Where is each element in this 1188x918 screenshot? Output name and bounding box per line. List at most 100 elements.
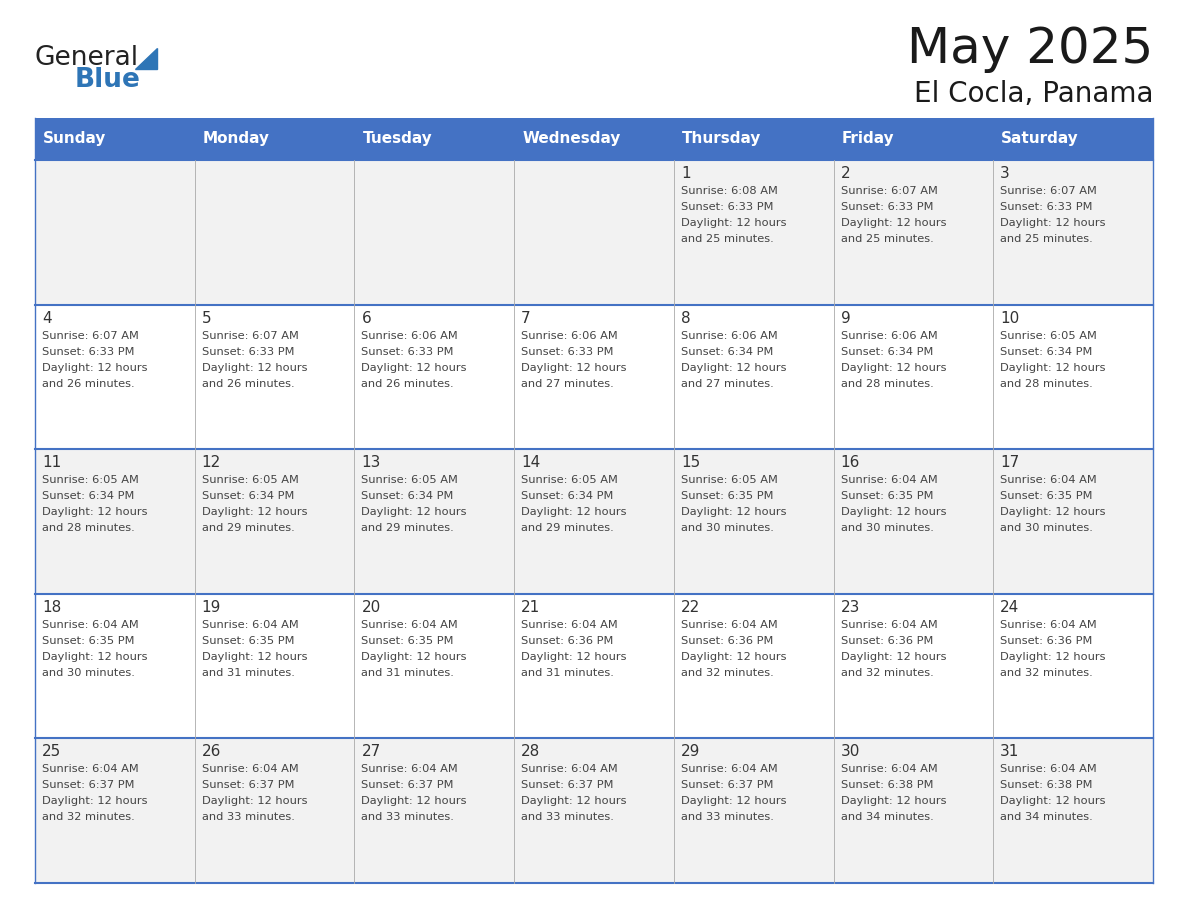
Text: Sunset: 6:35 PM: Sunset: 6:35 PM: [841, 491, 933, 501]
Bar: [34, 118, 195, 160]
Text: Daylight: 12 hours: Daylight: 12 hours: [1000, 797, 1106, 806]
Text: and 26 minutes.: and 26 minutes.: [202, 378, 295, 388]
Text: Sunrise: 6:06 AM: Sunrise: 6:06 AM: [841, 330, 937, 341]
Bar: [34, 305, 1154, 449]
Text: Wednesday: Wednesday: [523, 131, 620, 147]
Text: Sunset: 6:38 PM: Sunset: 6:38 PM: [841, 780, 933, 790]
Bar: [674, 118, 834, 160]
Text: Sunset: 6:36 PM: Sunset: 6:36 PM: [522, 636, 613, 645]
Text: Daylight: 12 hours: Daylight: 12 hours: [202, 363, 308, 373]
Text: 13: 13: [361, 455, 381, 470]
Text: and 33 minutes.: and 33 minutes.: [202, 812, 295, 823]
Text: Sunrise: 6:06 AM: Sunrise: 6:06 AM: [361, 330, 459, 341]
Text: 30: 30: [841, 744, 860, 759]
Text: Sunrise: 6:04 AM: Sunrise: 6:04 AM: [202, 620, 298, 630]
Text: and 32 minutes.: and 32 minutes.: [681, 667, 773, 677]
Text: 8: 8: [681, 310, 690, 326]
Text: Sunset: 6:35 PM: Sunset: 6:35 PM: [1000, 491, 1093, 501]
Text: Sunset: 6:33 PM: Sunset: 6:33 PM: [202, 347, 295, 356]
Bar: [834, 118, 993, 160]
Text: Daylight: 12 hours: Daylight: 12 hours: [681, 508, 786, 517]
Text: Sunset: 6:33 PM: Sunset: 6:33 PM: [681, 202, 773, 212]
Text: Sunset: 6:37 PM: Sunset: 6:37 PM: [522, 780, 614, 790]
Text: Daylight: 12 hours: Daylight: 12 hours: [361, 363, 467, 373]
Text: and 33 minutes.: and 33 minutes.: [681, 812, 773, 823]
Text: Sunset: 6:33 PM: Sunset: 6:33 PM: [42, 347, 134, 356]
Text: Sunrise: 6:07 AM: Sunrise: 6:07 AM: [42, 330, 139, 341]
Text: 19: 19: [202, 599, 221, 615]
Text: 6: 6: [361, 310, 371, 326]
Text: Sunset: 6:33 PM: Sunset: 6:33 PM: [841, 202, 933, 212]
Text: Sunset: 6:34 PM: Sunset: 6:34 PM: [681, 347, 773, 356]
Text: Sunrise: 6:04 AM: Sunrise: 6:04 AM: [522, 620, 618, 630]
Text: and 28 minutes.: and 28 minutes.: [1000, 378, 1093, 388]
Text: Sunset: 6:37 PM: Sunset: 6:37 PM: [361, 780, 454, 790]
Text: Blue: Blue: [75, 67, 141, 93]
Text: Sunset: 6:34 PM: Sunset: 6:34 PM: [42, 491, 134, 501]
Text: Sunrise: 6:07 AM: Sunrise: 6:07 AM: [1000, 186, 1098, 196]
Text: Daylight: 12 hours: Daylight: 12 hours: [681, 652, 786, 662]
Text: Sunrise: 6:05 AM: Sunrise: 6:05 AM: [681, 476, 778, 486]
Text: 15: 15: [681, 455, 700, 470]
Text: 31: 31: [1000, 744, 1019, 759]
Text: Daylight: 12 hours: Daylight: 12 hours: [42, 652, 147, 662]
Text: Daylight: 12 hours: Daylight: 12 hours: [522, 797, 626, 806]
Text: Daylight: 12 hours: Daylight: 12 hours: [42, 508, 147, 517]
Text: Sunset: 6:34 PM: Sunset: 6:34 PM: [361, 491, 454, 501]
Text: Sunrise: 6:04 AM: Sunrise: 6:04 AM: [1000, 620, 1097, 630]
Text: Daylight: 12 hours: Daylight: 12 hours: [1000, 218, 1106, 228]
Text: and 27 minutes.: and 27 minutes.: [522, 378, 614, 388]
Text: 25: 25: [42, 744, 62, 759]
Text: Sunset: 6:35 PM: Sunset: 6:35 PM: [42, 636, 134, 645]
Text: Sunrise: 6:04 AM: Sunrise: 6:04 AM: [42, 765, 139, 775]
Text: Daylight: 12 hours: Daylight: 12 hours: [841, 797, 946, 806]
Text: and 26 minutes.: and 26 minutes.: [361, 378, 454, 388]
Text: 2: 2: [841, 166, 851, 181]
Text: Sunset: 6:37 PM: Sunset: 6:37 PM: [42, 780, 134, 790]
Text: Sunrise: 6:05 AM: Sunrise: 6:05 AM: [522, 476, 618, 486]
Text: Sunset: 6:34 PM: Sunset: 6:34 PM: [1000, 347, 1093, 356]
Text: Sunset: 6:37 PM: Sunset: 6:37 PM: [681, 780, 773, 790]
Text: Sunrise: 6:05 AM: Sunrise: 6:05 AM: [361, 476, 459, 486]
Text: Monday: Monday: [203, 131, 270, 147]
Text: May 2025: May 2025: [906, 25, 1154, 73]
Text: and 32 minutes.: and 32 minutes.: [1000, 667, 1093, 677]
Text: 23: 23: [841, 599, 860, 615]
Text: Saturday: Saturday: [1001, 131, 1079, 147]
Text: Daylight: 12 hours: Daylight: 12 hours: [522, 508, 626, 517]
Text: and 28 minutes.: and 28 minutes.: [841, 378, 934, 388]
Text: and 32 minutes.: and 32 minutes.: [841, 667, 934, 677]
Text: Daylight: 12 hours: Daylight: 12 hours: [202, 797, 308, 806]
Text: Daylight: 12 hours: Daylight: 12 hours: [202, 652, 308, 662]
Text: and 26 minutes.: and 26 minutes.: [42, 378, 134, 388]
Text: Daylight: 12 hours: Daylight: 12 hours: [841, 508, 946, 517]
Text: Daylight: 12 hours: Daylight: 12 hours: [681, 218, 786, 228]
Text: Sunrise: 6:04 AM: Sunrise: 6:04 AM: [361, 620, 459, 630]
Text: and 29 minutes.: and 29 minutes.: [361, 523, 454, 533]
Text: Daylight: 12 hours: Daylight: 12 hours: [361, 797, 467, 806]
Text: Sunrise: 6:04 AM: Sunrise: 6:04 AM: [1000, 476, 1097, 486]
Text: 3: 3: [1000, 166, 1010, 181]
Text: Sunset: 6:36 PM: Sunset: 6:36 PM: [681, 636, 773, 645]
Text: 4: 4: [42, 310, 51, 326]
Text: 16: 16: [841, 455, 860, 470]
Text: and 34 minutes.: and 34 minutes.: [841, 812, 934, 823]
Text: 14: 14: [522, 455, 541, 470]
Text: Tuesday: Tuesday: [362, 131, 432, 147]
Text: Sunset: 6:34 PM: Sunset: 6:34 PM: [841, 347, 933, 356]
Text: Thursday: Thursday: [682, 131, 762, 147]
Text: 12: 12: [202, 455, 221, 470]
Text: Sunset: 6:33 PM: Sunset: 6:33 PM: [1000, 202, 1093, 212]
Text: 26: 26: [202, 744, 221, 759]
Text: Sunrise: 6:04 AM: Sunrise: 6:04 AM: [681, 765, 778, 775]
Text: and 29 minutes.: and 29 minutes.: [202, 523, 295, 533]
Text: Sunrise: 6:07 AM: Sunrise: 6:07 AM: [202, 330, 298, 341]
Text: Sunset: 6:35 PM: Sunset: 6:35 PM: [681, 491, 773, 501]
Text: Daylight: 12 hours: Daylight: 12 hours: [1000, 652, 1106, 662]
Text: and 27 minutes.: and 27 minutes.: [681, 378, 773, 388]
Text: and 25 minutes.: and 25 minutes.: [681, 234, 773, 244]
Text: Daylight: 12 hours: Daylight: 12 hours: [522, 363, 626, 373]
Text: Sunrise: 6:04 AM: Sunrise: 6:04 AM: [1000, 765, 1097, 775]
Text: 18: 18: [42, 599, 62, 615]
Text: Daylight: 12 hours: Daylight: 12 hours: [42, 363, 147, 373]
